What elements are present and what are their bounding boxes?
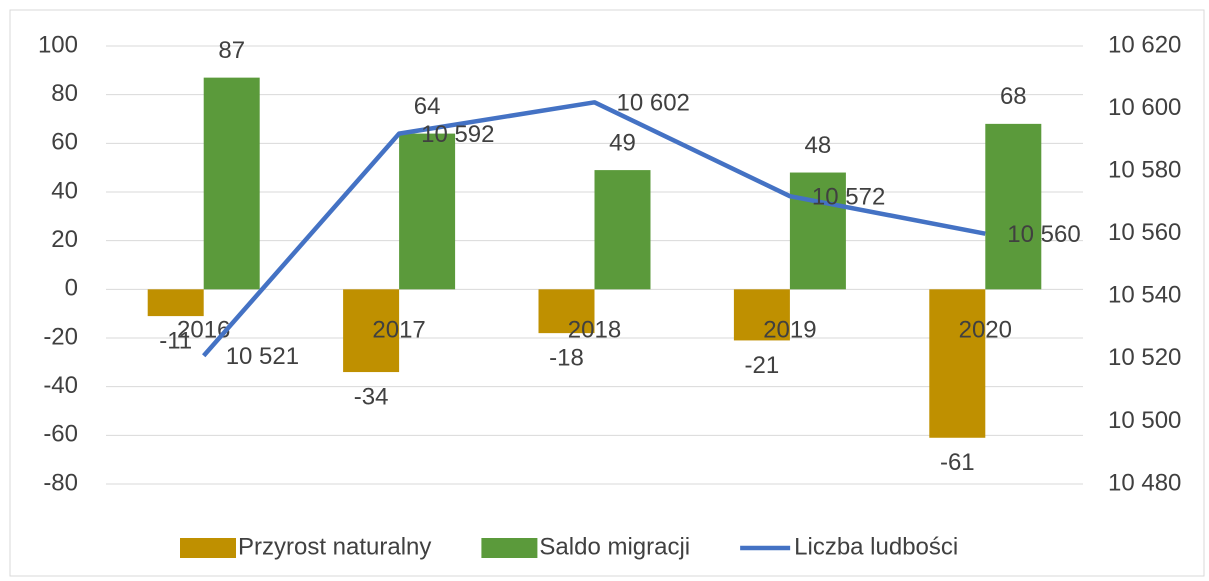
bar (343, 289, 400, 373)
y-tick-label: -40 (43, 372, 78, 399)
bar (147, 289, 204, 317)
y2-tick-label: 10 560 (1108, 219, 1181, 246)
data-label: 49 (609, 129, 636, 156)
y2-tick-label: 10 600 (1108, 94, 1181, 121)
data-label: -11 (159, 327, 192, 354)
y2-tick-label: 10 620 (1108, 31, 1181, 58)
y-tick-label: 80 (51, 80, 78, 107)
x-tick-label: 2019 (763, 317, 816, 344)
bar (203, 77, 260, 290)
y-tick-label: 100 (38, 31, 78, 58)
data-label: 64 (414, 93, 441, 120)
bar (733, 289, 790, 341)
data-label: -21 (745, 352, 780, 379)
data-label: 10 602 (617, 90, 690, 117)
y-tick-label: -80 (43, 469, 78, 496)
legend-label: Przyrost naturalny (238, 533, 431, 560)
y-tick-label: 20 (51, 226, 78, 253)
data-label: 48 (805, 132, 832, 159)
bar (594, 170, 651, 290)
data-label: 10 560 (1007, 221, 1080, 248)
data-label: 10 572 (812, 184, 885, 211)
y2-tick-label: 10 520 (1108, 344, 1181, 371)
bar (789, 172, 846, 290)
legend-label: Saldo migracji (539, 533, 690, 560)
x-tick-label: 2016 (177, 317, 230, 344)
x-tick-label: 2020 (959, 317, 1012, 344)
y2-tick-label: 10 540 (1108, 282, 1181, 309)
data-label: -34 (354, 383, 389, 410)
y-tick-label: 60 (51, 129, 78, 156)
x-tick-label: 2018 (568, 317, 621, 344)
x-tick-label: 2017 (372, 317, 425, 344)
legend-swatch (481, 538, 538, 558)
bar (929, 289, 986, 438)
data-label: -18 (549, 344, 584, 371)
y2-tick-label: 10 500 (1108, 407, 1181, 434)
line (202, 100, 986, 358)
y2-tick-label: 10 480 (1108, 469, 1181, 496)
data-label: 68 (1000, 83, 1027, 110)
bar (399, 133, 456, 290)
y2-tick-label: 10 580 (1108, 156, 1181, 183)
bar (985, 123, 1042, 290)
y-tick-label: -60 (43, 421, 78, 448)
y-tick-label: 0 (65, 275, 78, 302)
y-tick-label: 40 (51, 177, 78, 204)
data-label: 10 592 (421, 121, 494, 148)
bar (538, 289, 595, 334)
data-label: -61 (940, 449, 975, 476)
legend-label: Liczba ludbości (794, 533, 958, 560)
legend-swatch (180, 538, 236, 558)
data-label: 87 (218, 37, 245, 64)
data-label: 10 521 (226, 343, 299, 370)
y-tick-label: -20 (43, 323, 78, 350)
